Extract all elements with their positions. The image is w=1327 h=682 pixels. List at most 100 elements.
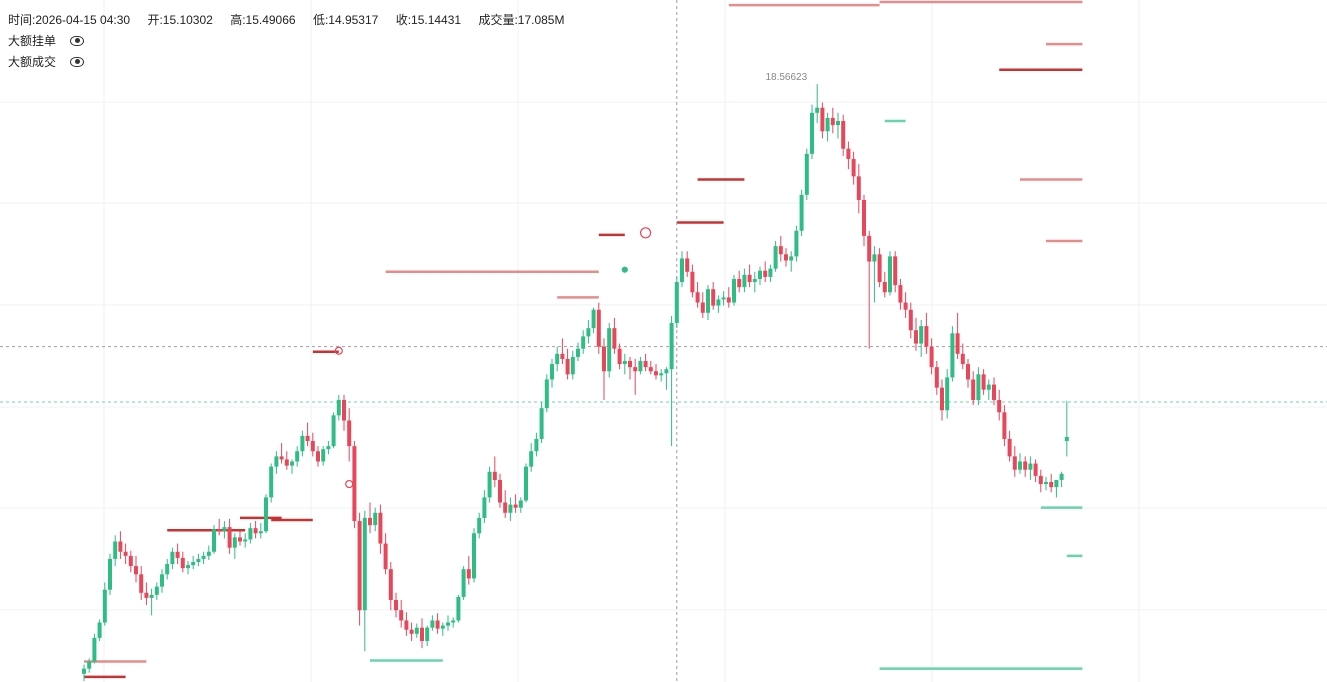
overlay-large-orders-label: 大额挂单 [8, 34, 57, 48]
candle-body [633, 367, 638, 372]
candle-body [882, 282, 887, 293]
overlay-large-orders: 大额挂单 [8, 32, 85, 49]
candle-body [108, 558, 112, 590]
large-trade-marker [639, 227, 652, 239]
candle-body [232, 537, 237, 548]
close-label: 收: [395, 13, 412, 27]
candle-body [544, 379, 549, 409]
candle-body [758, 270, 762, 279]
candle-body [888, 256, 892, 293]
candle-body [1023, 461, 1028, 470]
candle-body [274, 456, 279, 467]
candle-body [518, 500, 523, 508]
candle-body [752, 278, 757, 283]
candle-body [617, 348, 622, 365]
candle-body [820, 107, 825, 132]
candle-body [924, 326, 929, 347]
candle-body [1064, 436, 1069, 441]
candle-body [440, 625, 445, 629]
candle-body [217, 529, 222, 532]
candle-body [940, 387, 944, 411]
volume-label: 成交量: [478, 13, 518, 27]
candle-body [893, 256, 898, 286]
close-value: 15.14431 [411, 13, 462, 27]
time-label: 时间: [8, 13, 36, 27]
candle-body [461, 569, 466, 597]
candle-body [877, 254, 882, 283]
candle-body [586, 328, 591, 337]
candle-body [815, 107, 820, 113]
candle-body [737, 278, 742, 288]
large-order-lines [84, 0, 1083, 679]
candle-body [477, 517, 482, 534]
candle-body [144, 592, 149, 598]
open-value: 15.10302 [162, 13, 213, 27]
eye-icon[interactable] [70, 56, 85, 67]
candle-body [602, 346, 606, 372]
candle-body [851, 158, 856, 177]
candle-body [404, 620, 409, 630]
candle-body [342, 399, 346, 421]
candle-body [789, 256, 794, 261]
eye-icon[interactable] [70, 35, 85, 46]
candle-body [669, 323, 674, 370]
candle-body [648, 367, 653, 372]
candle-body [97, 622, 102, 638]
candle-body [466, 569, 471, 579]
candle-body [680, 258, 684, 283]
candle-body [368, 517, 372, 526]
candle-body [914, 330, 918, 344]
candle-body [357, 520, 362, 611]
candle-body [778, 246, 783, 255]
candle-body [570, 356, 575, 375]
candle-body [971, 379, 976, 400]
candle-body [966, 364, 970, 380]
candle-body [487, 471, 492, 498]
candle-body [565, 358, 570, 375]
candle-body [576, 348, 580, 357]
candle-body [128, 555, 133, 567]
candle-body [118, 541, 123, 552]
candle-body [794, 230, 799, 257]
candle-body [321, 449, 326, 462]
candle-body [825, 117, 830, 132]
candle-body [862, 199, 866, 236]
candle-body [612, 328, 617, 349]
candle-body [269, 466, 274, 498]
candle-body [841, 121, 846, 149]
candle-body [908, 309, 913, 331]
candle-body [87, 661, 92, 669]
candle-body [596, 309, 601, 347]
candle-body [716, 299, 721, 306]
candle-body [186, 565, 190, 569]
low-label: 低: [312, 13, 329, 27]
high-price-label: 18.56623 [765, 72, 807, 83]
candle-body [960, 353, 965, 365]
candle-body [435, 620, 440, 629]
ohlc-legend: 时间:2026-04-15 04:30 开:15.10302 高:15.4906… [8, 11, 578, 28]
candle-body [1044, 482, 1048, 485]
candle-body [336, 399, 341, 416]
candle-body [191, 562, 196, 566]
candlestick-series [82, 84, 1069, 681]
high-label: 高: [230, 13, 246, 27]
large-trade-marker [345, 479, 354, 489]
candle-body [123, 551, 128, 556]
candle-body [212, 529, 216, 552]
candle-body [508, 504, 513, 513]
candle-body [607, 328, 612, 372]
candle-body [550, 364, 554, 380]
candle-body [378, 512, 383, 544]
candle-body [279, 456, 284, 460]
candle-body [102, 589, 107, 623]
candle-body [555, 353, 560, 365]
candle-body [492, 471, 497, 480]
candle-body [643, 360, 648, 368]
candle-body [934, 367, 939, 388]
volume-value: 17.085M [517, 13, 565, 27]
candle-body [1033, 463, 1038, 476]
candle-body [482, 497, 487, 518]
candle-body [160, 574, 164, 587]
candle-body [180, 557, 185, 569]
